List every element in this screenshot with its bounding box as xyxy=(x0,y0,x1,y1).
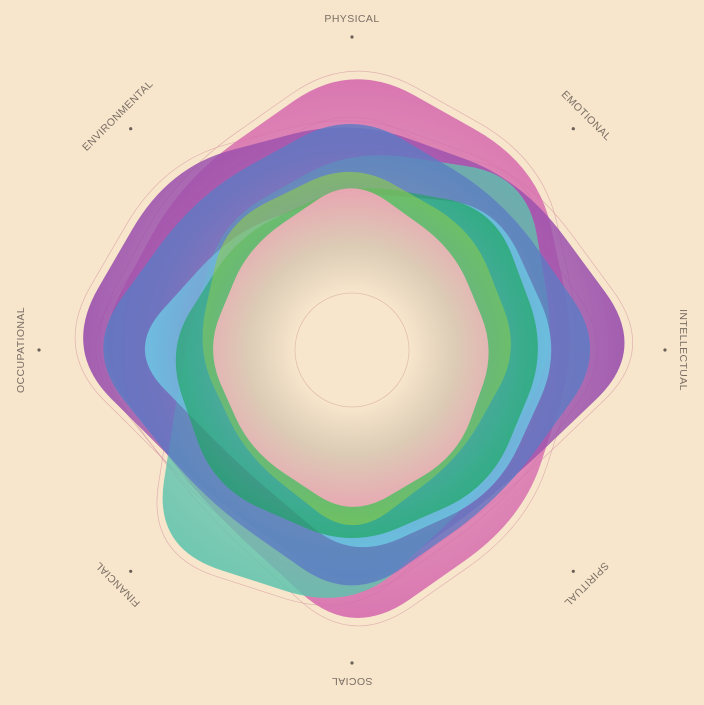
axis-label-physical: PHYSICAL xyxy=(324,13,379,25)
axis-dot-social xyxy=(350,661,354,665)
axis-label-emotional: EMOTIONAL xyxy=(559,89,614,144)
axis-dot-emotional xyxy=(571,127,575,131)
axis-dot-financial xyxy=(129,569,133,573)
axis-dot-intellectual xyxy=(663,348,667,352)
axis-label-intellectual: INTELLECTUAL xyxy=(677,309,689,391)
axis-label-spiritual: SPIRITUAL xyxy=(561,559,610,608)
axis-label-social: SOCIAL xyxy=(332,675,373,687)
axis-dot-physical xyxy=(350,35,354,39)
axis-label-financial: FINANCIAL xyxy=(93,559,143,609)
axis-dot-occupational xyxy=(37,348,41,352)
axis-label-occupational: OCCUPATIONAL xyxy=(15,307,27,393)
axis-dot-spiritual xyxy=(571,569,575,573)
center-hole xyxy=(294,292,410,408)
axis-label-environmental: ENVIRONMENTAL xyxy=(80,78,156,154)
axis-dot-environmental xyxy=(129,127,133,131)
